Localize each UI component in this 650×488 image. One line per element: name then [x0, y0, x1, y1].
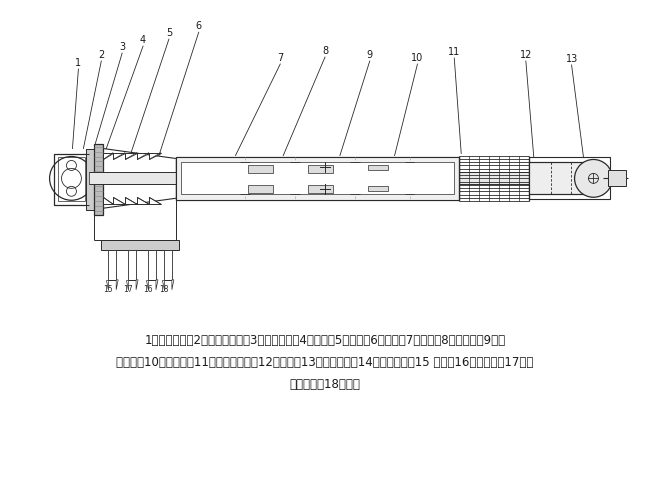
Polygon shape — [149, 197, 161, 204]
Polygon shape — [113, 153, 125, 160]
Text: 4: 4 — [140, 35, 146, 45]
Polygon shape — [113, 197, 125, 204]
Bar — [58, 158, 85, 201]
Polygon shape — [146, 280, 148, 290]
Text: 3: 3 — [119, 42, 125, 52]
Polygon shape — [137, 153, 149, 160]
Bar — [529, 158, 610, 199]
Bar — [128, 250, 136, 280]
Bar — [53, 154, 89, 205]
Text: 10: 10 — [411, 53, 424, 63]
Bar — [248, 165, 273, 173]
Bar — [94, 143, 103, 215]
Bar — [109, 250, 116, 280]
Text: 13: 13 — [566, 54, 578, 64]
Bar — [368, 165, 387, 170]
Polygon shape — [136, 280, 138, 290]
Text: 15: 15 — [103, 285, 113, 294]
Bar — [248, 185, 273, 193]
Bar — [308, 185, 333, 193]
Text: 8: 8 — [322, 46, 328, 56]
Polygon shape — [149, 153, 161, 160]
Text: 5: 5 — [166, 28, 172, 38]
Polygon shape — [106, 280, 109, 290]
Bar — [608, 170, 627, 186]
Text: 12: 12 — [519, 50, 532, 60]
Polygon shape — [172, 280, 174, 290]
Bar — [89, 172, 547, 184]
Text: 18: 18 — [159, 285, 168, 294]
Text: 7: 7 — [277, 53, 283, 63]
Text: 1: 1 — [75, 58, 81, 68]
Polygon shape — [103, 153, 113, 160]
Bar — [308, 165, 333, 173]
Text: 9: 9 — [367, 50, 373, 60]
Polygon shape — [103, 197, 113, 204]
Text: 16: 16 — [143, 285, 153, 294]
Bar — [148, 250, 156, 280]
Text: 带杆托盘；18一扁头: 带杆托盘；18一扁头 — [289, 378, 361, 391]
Text: 11: 11 — [448, 47, 460, 57]
Polygon shape — [125, 153, 137, 160]
Text: 向斜块；10一分水盘；11一下减震装置；12一方头；13一钒杆销轴；14一减震总成；15 一杆；16一中间杆；17一防: 向斜块；10一分水盘；11一下减震装置；12一方头；13一钒杆销轴；14一减震总… — [116, 356, 534, 369]
Bar — [176, 157, 460, 200]
Circle shape — [575, 160, 612, 197]
Polygon shape — [162, 280, 164, 290]
Bar — [86, 148, 94, 210]
Bar — [368, 186, 387, 191]
Text: 1一限位装置；2一防带杆装置；3一上端法兰；4一挡环；5一转环；6一芯杆；7一键条；8一加压台；9一导: 1一限位装置；2一防带杆装置；3一上端法兰；4一挡环；5一转环；6一芯杆；7一键… — [144, 334, 506, 347]
Text: 6: 6 — [196, 21, 202, 31]
Bar — [164, 250, 172, 280]
Polygon shape — [156, 280, 158, 290]
Bar — [181, 163, 454, 194]
Bar — [101, 240, 179, 250]
Polygon shape — [116, 280, 118, 290]
Polygon shape — [137, 197, 149, 204]
Text: 17: 17 — [124, 285, 133, 294]
Text: 2: 2 — [98, 50, 105, 60]
Bar — [529, 163, 603, 194]
Polygon shape — [126, 280, 128, 290]
Polygon shape — [125, 197, 137, 204]
